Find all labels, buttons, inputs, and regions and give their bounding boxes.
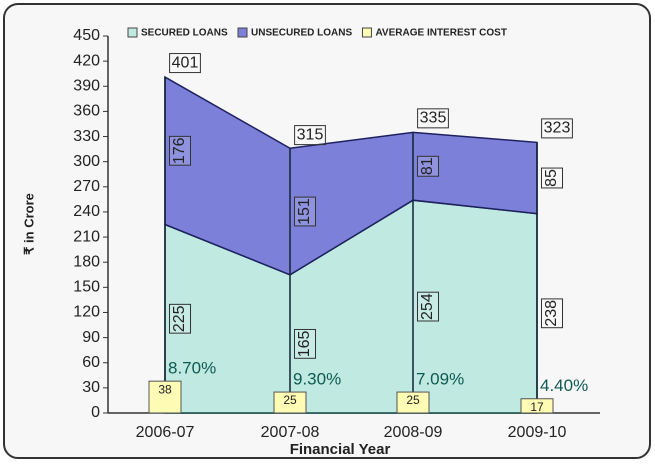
label-box xyxy=(293,328,317,359)
bar-label: 17 xyxy=(530,400,544,414)
label-box xyxy=(293,196,317,227)
data-label: 238 xyxy=(543,300,560,327)
y-tick-label: 450 xyxy=(73,27,100,44)
y-tick-label: 390 xyxy=(73,77,100,94)
data-label: 165 xyxy=(296,330,313,357)
label-box xyxy=(417,108,449,129)
label-box xyxy=(416,155,440,177)
rate-label: 8.70% xyxy=(168,359,216,378)
x-tick-label: 2007-08 xyxy=(261,424,320,441)
label-box xyxy=(416,291,440,322)
rate-label: 7.09% xyxy=(416,370,464,389)
label-box xyxy=(168,135,192,166)
y-tick-label: 270 xyxy=(73,178,100,195)
data-label: 401 xyxy=(172,54,199,71)
rate-label: 9.30% xyxy=(293,370,341,389)
data-label: 323 xyxy=(544,120,571,137)
label-box xyxy=(169,53,201,74)
x-axis-label: Financial Year xyxy=(290,441,391,458)
y-tick-label: 330 xyxy=(73,128,100,145)
data-label: 335 xyxy=(420,110,447,127)
interest-bar xyxy=(396,391,430,414)
interest-bar xyxy=(148,380,182,414)
label-box xyxy=(540,167,564,189)
y-axis-label: ₹ in Crore xyxy=(21,193,36,255)
y-tick-label: 420 xyxy=(73,52,100,69)
y-tick-label: 210 xyxy=(73,228,100,245)
y-tick-label: 30 xyxy=(82,379,100,396)
rate-label: 4.40% xyxy=(540,376,588,395)
data-label: 176 xyxy=(171,137,188,164)
y-tick-label: 240 xyxy=(73,203,100,220)
data-label: 151 xyxy=(296,198,313,225)
data-label: 81 xyxy=(419,157,436,175)
y-tick-label: 120 xyxy=(73,304,100,321)
x-tick-label: 2006-07 xyxy=(136,424,195,441)
legend-label: UNSECURED LOANS xyxy=(251,28,352,39)
data-label: 315 xyxy=(297,126,324,143)
y-tick-label: 150 xyxy=(73,279,100,296)
interest-bar xyxy=(273,391,307,414)
label-box xyxy=(540,298,564,329)
bar-label: 25 xyxy=(406,393,420,407)
legend-swatch xyxy=(237,27,248,38)
y-tick-label: 0 xyxy=(91,404,100,421)
bar-label: 25 xyxy=(283,393,297,407)
data-label: 225 xyxy=(171,305,188,332)
interest-bar xyxy=(520,398,554,414)
y-tick-label: 360 xyxy=(73,103,100,120)
legend-label: SECURED LOANS xyxy=(141,28,228,39)
legend-swatch xyxy=(127,27,138,38)
y-tick-label: 60 xyxy=(82,354,100,371)
y-tick-label: 180 xyxy=(73,253,100,270)
data-label: 85 xyxy=(543,169,560,187)
bar-label: 38 xyxy=(158,382,172,396)
y-tick-label: 300 xyxy=(73,153,100,170)
data-label: 254 xyxy=(419,293,436,320)
y-tick-label: 90 xyxy=(82,329,100,346)
label-box xyxy=(168,303,192,334)
label-box xyxy=(294,125,326,146)
x-tick-label: 2008-09 xyxy=(384,424,443,441)
label-box xyxy=(541,118,573,139)
x-tick-label: 2009-10 xyxy=(508,424,567,441)
legend-swatch xyxy=(361,27,372,38)
legend-label: AVERAGE INTEREST COST xyxy=(375,28,507,39)
